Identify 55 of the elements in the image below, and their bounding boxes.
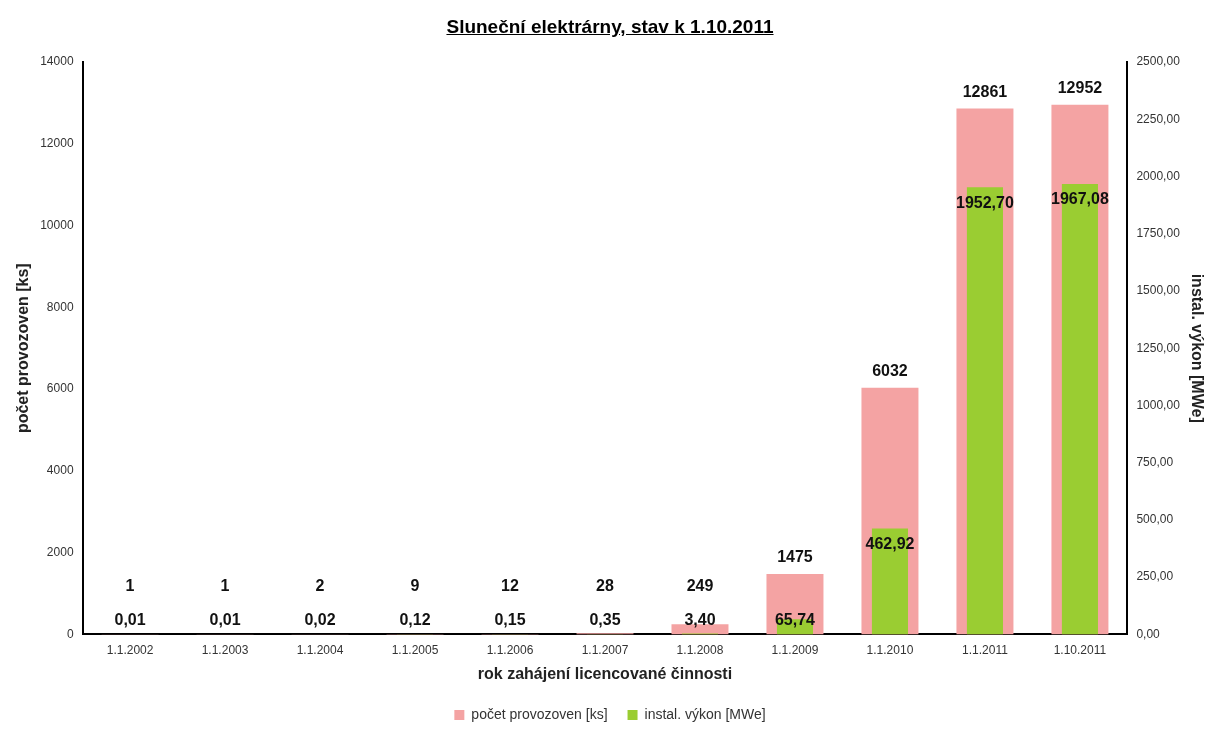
y2-tick-label: 250,00 [1136,569,1174,584]
x-tick-label: 1.1.2005 [391,642,439,657]
data-label: 0,01 [209,610,241,628]
y2-tick-label: 1000,00 [1136,397,1181,412]
x-tick-label: 1.1.2002 [106,642,154,657]
legend-label: počet provozoven [ks] [471,705,608,722]
y-tick-label: 0 [66,626,74,641]
data-label: 1 [220,576,230,594]
y-tick-label: 4000 [46,463,74,478]
x-tick-label: 1.1.2004 [296,642,344,657]
y2-tick-label: 2250,00 [1136,111,1181,126]
x-tick-label: 1.1.2009 [771,642,819,657]
data-label: 0,01 [114,610,146,628]
data-label: 0,15 [494,610,526,628]
y-tick-label: 2000 [46,544,74,559]
data-label: 1475 [777,548,813,566]
data-label: 0,02 [304,610,336,628]
x-tick-label: 1.1.2006 [486,642,534,657]
x-tick-label: 1.10.2011 [1053,642,1107,657]
legend-label: instal. výkon [MWe] [644,705,766,722]
x-axis-title: rok zahájení licencované činnosti [477,664,733,682]
data-label: 2 [315,576,325,594]
data-label: 65,74 [774,610,816,628]
y2-tick-label: 2500,00 [1136,54,1181,69]
y2-tick-label: 1500,00 [1136,283,1181,298]
data-label: 28 [596,576,614,594]
y-tick-label: 14000 [40,54,74,69]
data-label: 3,40 [684,610,716,628]
data-label: 12861 [962,82,1008,100]
chart-title: Sluneční elektrárny, stav k 1.10.2011 [445,16,775,39]
y2-tick-label: 750,00 [1136,454,1174,469]
y2-tick-label: 0,00 [1136,626,1161,641]
y-tick-label: 12000 [40,136,74,151]
y2-tick-label: 1750,00 [1136,226,1181,241]
data-label: 9 [410,576,420,594]
y2-tick-label: 1250,00 [1136,340,1181,355]
x-tick-label: 1.1.2010 [866,642,914,657]
x-tick-label: 1.1.2003 [201,642,249,657]
y-tick-label: 10000 [40,217,74,232]
data-label: 6032 [872,362,908,380]
y2-axis-title: instal. výkon [MWe] [1188,273,1206,423]
data-label: 12952 [1057,79,1103,97]
y-tick-label: 6000 [46,381,74,396]
data-label: 249 [686,576,714,594]
y-axis-title: počet provozoven [ks] [14,263,32,434]
y2-tick-label: 500,00 [1136,512,1174,527]
x-tick-label: 1.1.2011 [962,642,1009,657]
y2-tick-label: 2000,00 [1136,168,1181,183]
data-label: 0,12 [399,610,431,628]
data-label: 0,35 [589,610,621,628]
data-label: 12 [501,576,520,594]
x-tick-label: 1.1.2007 [581,642,629,657]
x-tick-label: 1.1.2008 [676,642,724,657]
y-tick-label: 8000 [46,299,74,314]
data-label: 1 [125,576,135,594]
